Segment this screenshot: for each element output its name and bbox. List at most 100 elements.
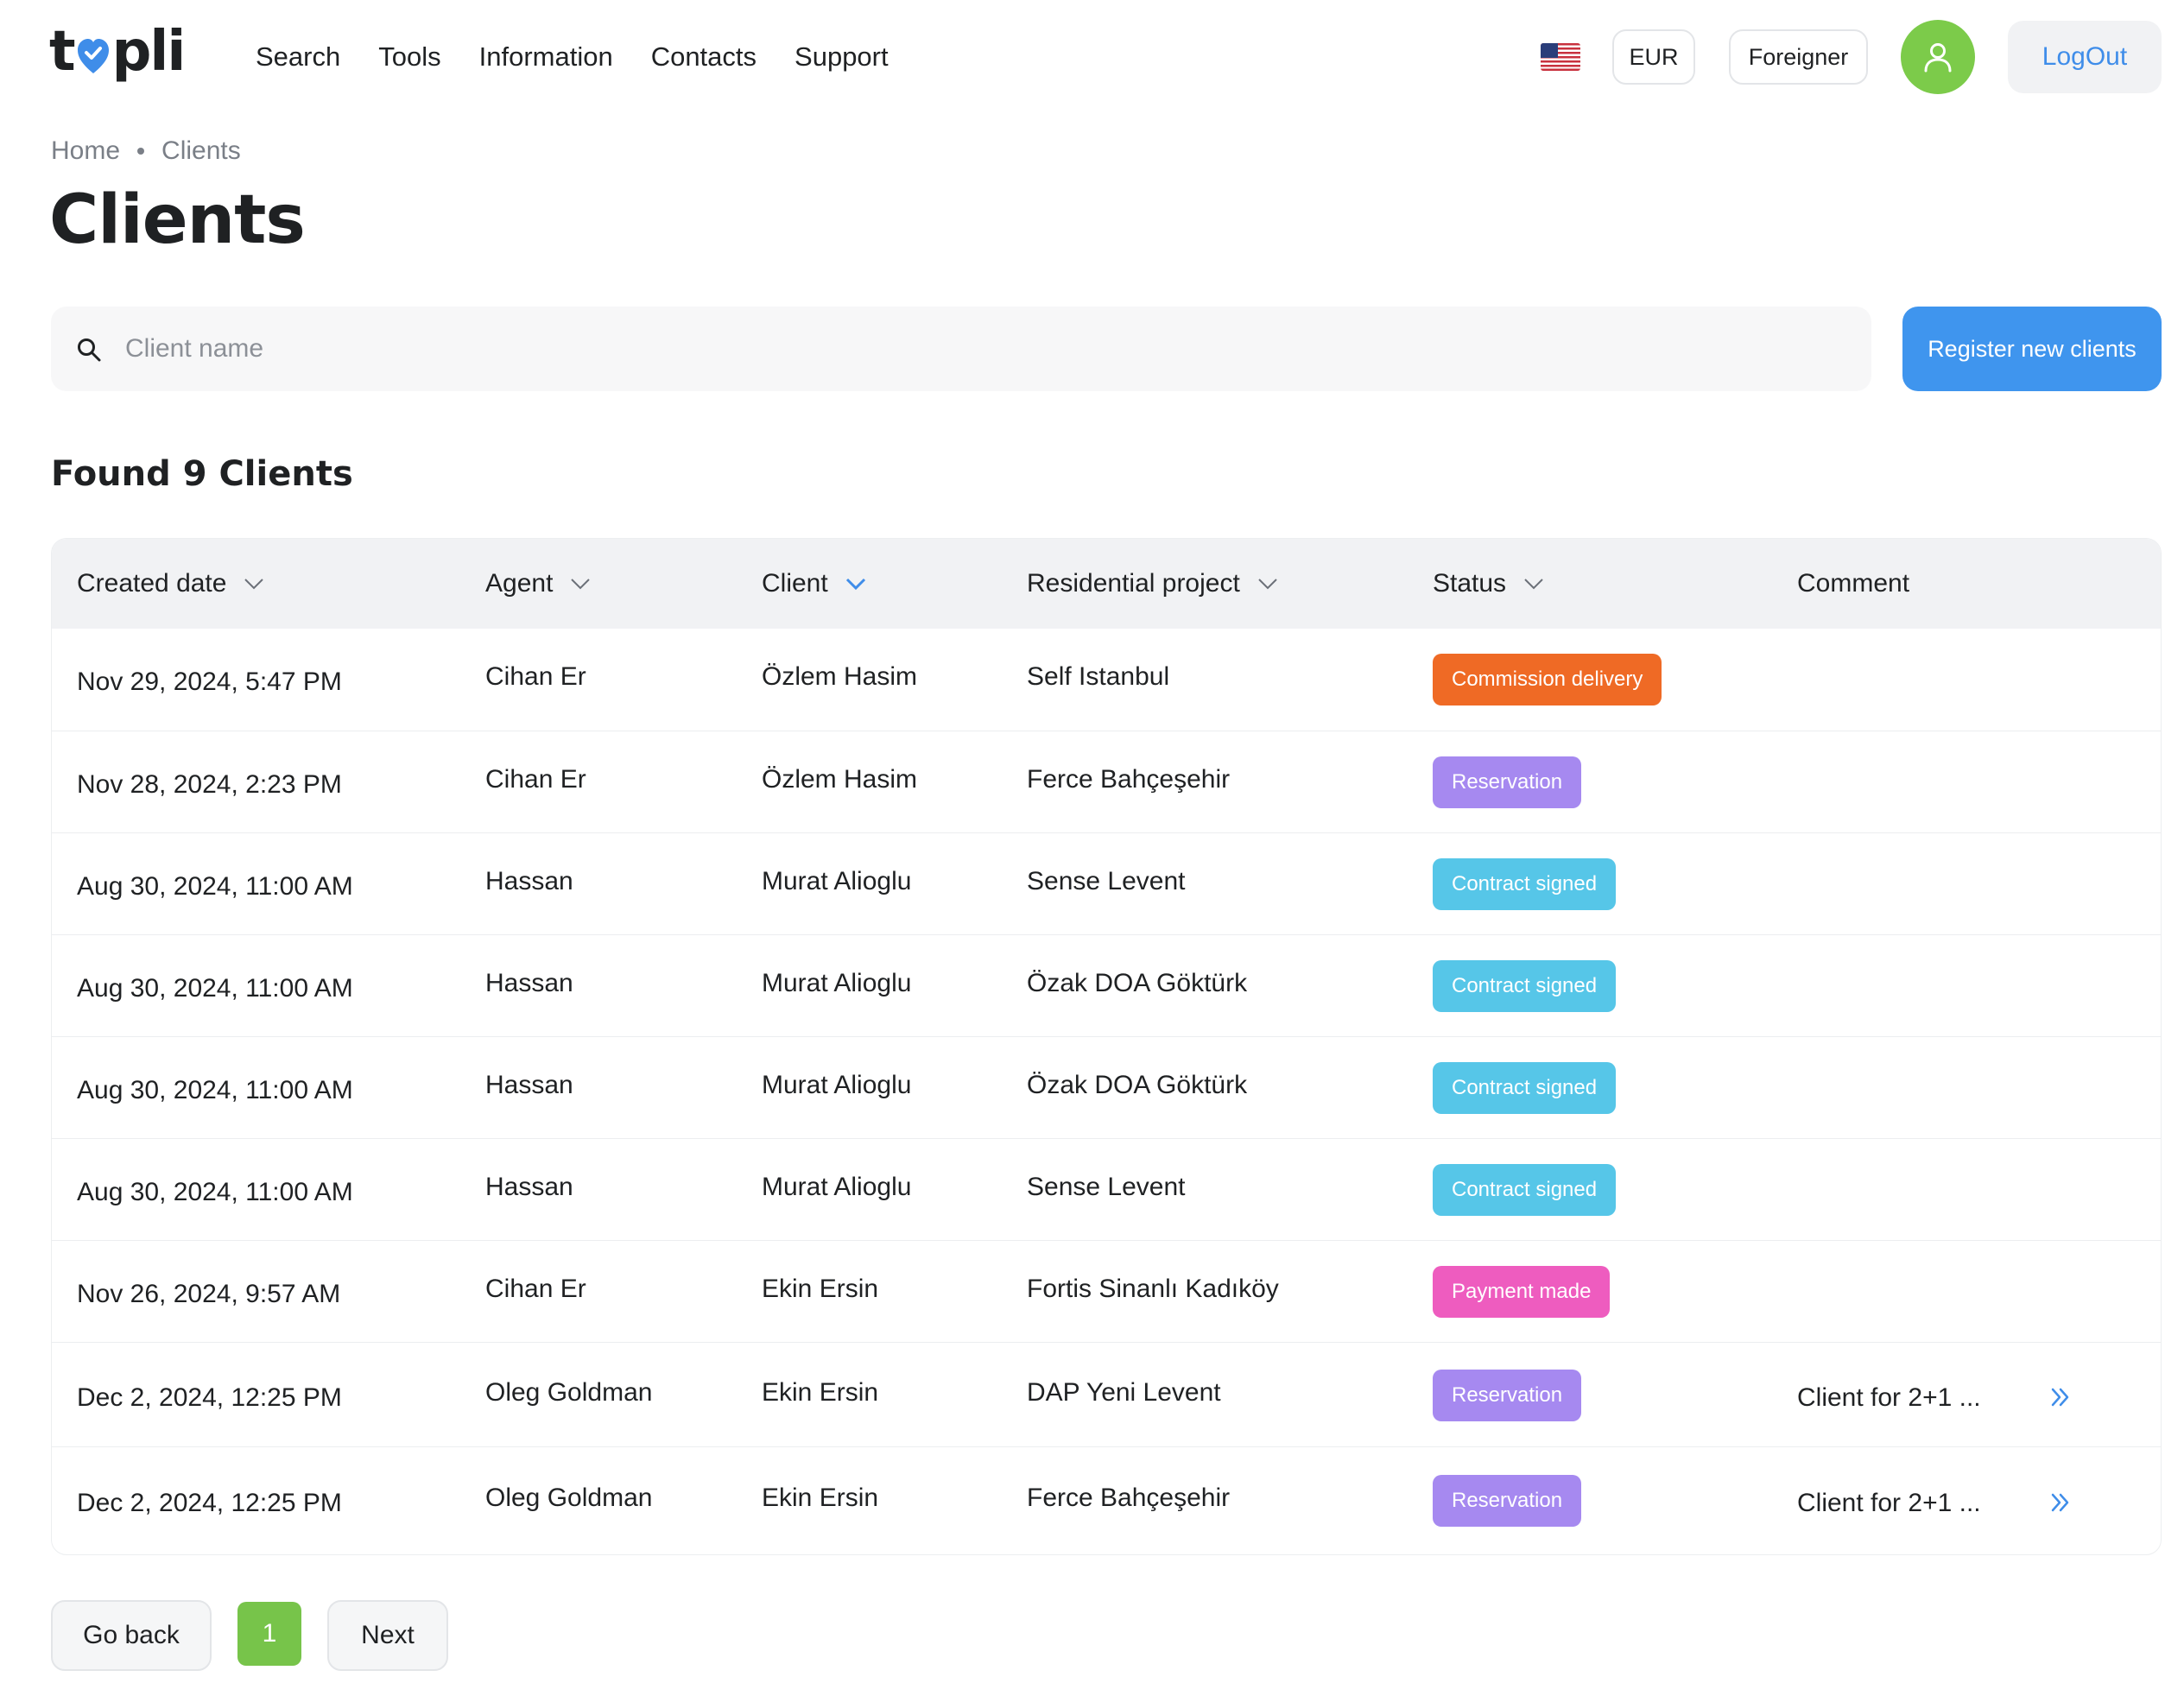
expand-comment-icon[interactable]: [2048, 1492, 2073, 1513]
column-comment: Comment: [1797, 539, 1909, 629]
status-badge: Contract signed: [1433, 1164, 1617, 1216]
chevron-down-icon: [244, 579, 264, 590]
table-row[interactable]: Nov 26, 2024, 9:57 AM Cihan Er Ekin Ersin F…: [52, 1240, 2161, 1342]
breadcrumb-home[interactable]: Home: [51, 136, 121, 165]
nav-support[interactable]: Support: [794, 41, 889, 72]
created-date-cell: Nov 26, 2024, 9:57 AM: [77, 1280, 341, 1308]
table-header: Created date Agent Client Residential pr…: [52, 539, 2161, 629]
expand-comment-icon[interactable]: [2048, 1387, 2073, 1408]
nav-search[interactable]: Search: [256, 41, 341, 72]
logo-text-left: t: [49, 20, 76, 84]
avatar[interactable]: [1901, 20, 1975, 94]
comment-cell: Client for 2+1 ...: [1797, 1382, 1981, 1412]
table-row[interactable]: Dec 2, 2024, 12:25 PM Oleg Goldman Ekin Er…: [52, 1446, 2161, 1553]
nav-contacts[interactable]: Contacts: [650, 41, 757, 72]
table-row[interactable]: Nov 28, 2024, 2:23 PM Cihan Er Özlem Hasim…: [52, 731, 2161, 832]
us-flag-icon[interactable]: [1541, 43, 1580, 71]
nav-tools[interactable]: Tools: [378, 41, 441, 72]
clients-table: Created date Agent Client Residential pr…: [51, 538, 2162, 1555]
main-nav: Search Tools Information Contacts Suppor…: [256, 38, 927, 76]
column-agent[interactable]: Agent: [485, 539, 591, 629]
client-cell: Özlem Hasim: [762, 765, 918, 794]
table-row[interactable]: Nov 29, 2024, 5:47 PM Cihan Er Özlem Hasim…: [52, 629, 2161, 731]
page-title: Clients: [49, 181, 306, 259]
status-badge: Reservation: [1433, 756, 1582, 808]
created-date-cell: Aug 30, 2024, 11:00 AM: [77, 1076, 353, 1104]
client-cell: Ekin Ersin: [762, 1377, 879, 1407]
agent-cell: Oleg Goldman: [485, 1377, 653, 1407]
search-bar: [51, 307, 1871, 391]
status-badge: Reservation: [1433, 1475, 1582, 1527]
project-cell: Özak DOA Göktürk: [1027, 1071, 1248, 1099]
created-date-cell: Nov 28, 2024, 2:23 PM: [77, 770, 342, 799]
agent-cell: Oleg Goldman: [485, 1484, 653, 1512]
agent-cell: Cihan Er: [485, 1275, 586, 1303]
project-cell: Self Istanbul: [1027, 662, 1170, 691]
column-label: Agent: [485, 569, 554, 598]
logo[interactable]: t pli: [49, 20, 186, 84]
column-label: Status: [1433, 569, 1507, 598]
status-badge: Contract signed: [1433, 1062, 1617, 1114]
top-header: t pli Search Tools Information Contacts …: [0, 0, 2184, 112]
table-row[interactable]: Aug 30, 2024, 11:00 AM Hassan Murat Aliogl…: [52, 1138, 2161, 1240]
project-cell: Özak DOA Göktürk: [1027, 969, 1248, 997]
client-cell: Ekin Ersin: [762, 1484, 879, 1512]
client-name-input[interactable]: [125, 307, 1835, 391]
go-back-button[interactable]: Go back: [51, 1600, 212, 1671]
chevron-down-icon: [1524, 579, 1543, 590]
agent-cell: Hassan: [485, 867, 573, 895]
created-date-cell: Aug 30, 2024, 11:00 AM: [77, 872, 353, 901]
table-row[interactable]: Aug 30, 2024, 11:00 AM Hassan Murat Aliogl…: [52, 934, 2161, 1036]
agent-cell: Hassan: [485, 969, 573, 997]
register-new-clients-button[interactable]: Register new clients: [1902, 307, 2162, 391]
agent-cell: Hassan: [485, 1173, 573, 1201]
user-type-selector[interactable]: Foreigner: [1729, 29, 1868, 85]
results-count: Found 9 Clients: [51, 454, 353, 494]
column-label: Client: [762, 569, 828, 598]
status-badge: Payment made: [1433, 1266, 1611, 1318]
breadcrumb-separator: [137, 148, 145, 155]
client-cell: Murat Alioglu: [762, 1173, 912, 1201]
status-badge: Reservation: [1433, 1369, 1582, 1421]
chevron-down-icon: [1258, 579, 1277, 590]
logout-button[interactable]: LogOut: [2008, 21, 2162, 93]
client-cell: Murat Alioglu: [762, 1071, 912, 1099]
agent-cell: Cihan Er: [485, 662, 586, 691]
breadcrumb-current: Clients: [161, 136, 241, 165]
column-client[interactable]: Client: [762, 539, 866, 629]
agent-cell: Cihan Er: [485, 765, 586, 794]
project-cell: Ferce Bahçeşehir: [1027, 765, 1231, 794]
column-status[interactable]: Status: [1433, 539, 1544, 629]
column-created-date[interactable]: Created date: [77, 539, 264, 629]
created-date-cell: Dec 2, 2024, 12:25 PM: [77, 1382, 342, 1412]
comment-cell: Client for 2+1 ...: [1797, 1489, 1981, 1517]
created-date-cell: Aug 30, 2024, 11:00 AM: [77, 1178, 353, 1206]
created-date-cell: Nov 29, 2024, 5:47 PM: [77, 668, 342, 696]
logo-heart-icon: [77, 39, 109, 73]
project-cell: Sense Levent: [1027, 867, 1186, 895]
search-icon: [78, 339, 101, 362]
created-date-cell: Aug 30, 2024, 11:00 AM: [77, 974, 353, 1003]
project-cell: DAP Yeni Levent: [1027, 1377, 1221, 1407]
status-badge: Contract signed: [1433, 960, 1617, 1012]
nav-information[interactable]: Information: [478, 41, 613, 72]
table-row[interactable]: Aug 30, 2024, 11:00 AM Hassan Murat Aliogl…: [52, 832, 2161, 934]
agent-cell: Hassan: [485, 1071, 573, 1099]
currency-selector[interactable]: EUR: [1612, 29, 1695, 85]
table-row[interactable]: Dec 2, 2024, 12:25 PM Oleg Goldman Ekin Er…: [52, 1342, 2161, 1446]
project-cell: Sense Levent: [1027, 1173, 1186, 1201]
client-cell: Özlem Hasim: [762, 662, 918, 691]
column-label: Residential project: [1027, 569, 1240, 598]
page-number-current[interactable]: 1: [237, 1602, 301, 1666]
user-icon: [1924, 43, 1952, 73]
client-cell: Murat Alioglu: [762, 867, 912, 895]
breadcrumb: Home Clients: [51, 136, 241, 166]
created-date-cell: Dec 2, 2024, 12:25 PM: [77, 1489, 342, 1517]
column-residential-project[interactable]: Residential project: [1027, 539, 1278, 629]
status-badge: Commission delivery: [1433, 654, 1662, 705]
project-cell: Ferce Bahçeşehir: [1027, 1484, 1231, 1512]
column-label: Created date: [77, 569, 227, 598]
next-button[interactable]: Next: [327, 1600, 448, 1671]
table-row[interactable]: Aug 30, 2024, 11:00 AM Hassan Murat Aliogl…: [52, 1036, 2161, 1138]
status-badge: Contract signed: [1433, 858, 1617, 910]
